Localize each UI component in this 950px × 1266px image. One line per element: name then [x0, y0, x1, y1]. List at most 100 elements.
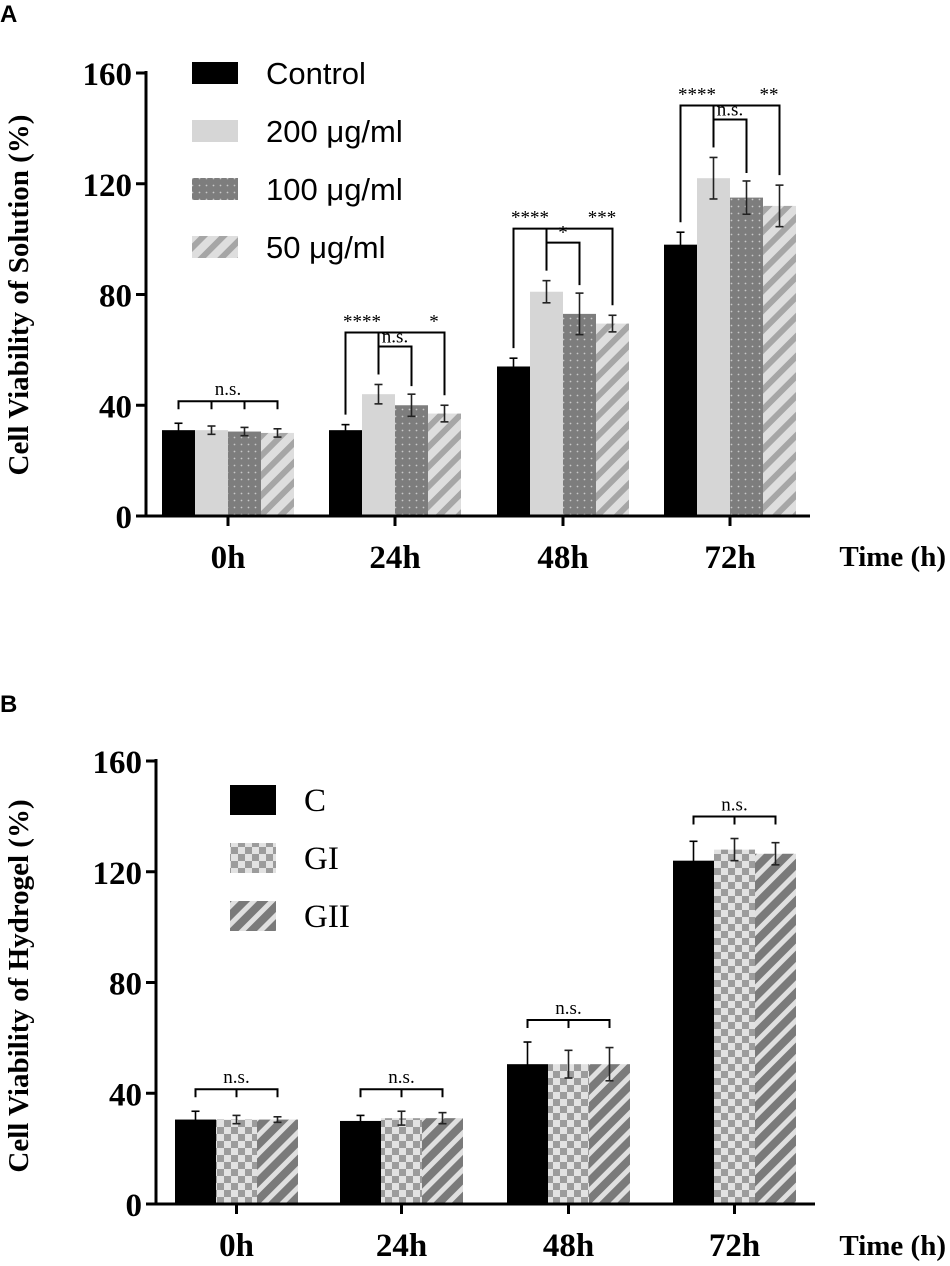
bar-checkered-48h	[548, 1064, 589, 1204]
panel-b-letter: B	[0, 691, 17, 718]
panel-b-x-axis-label: Time (h)	[839, 1230, 946, 1262]
significance-label-right: *	[429, 311, 439, 332]
panel-b-significance: n.s. n.s. n.s. n.s.	[194, 795, 777, 1098]
bar-solid-black-72h	[664, 244, 697, 516]
legend-label: 200 μg/ml	[266, 114, 403, 149]
panel-b-axes	[154, 759, 815, 1206]
bar-gray-dotted-24h	[395, 405, 428, 516]
legend-swatch-solid-black	[230, 785, 276, 815]
bar-gray-dotted-48h	[563, 313, 596, 516]
significance-bracket-outer	[512, 227, 614, 349]
legend-label: Control	[266, 56, 366, 91]
legend-label: GII	[304, 899, 350, 935]
bar-solid-black-0h	[162, 430, 195, 516]
y-tick-label: 40	[99, 389, 132, 425]
panel-a-axes	[144, 71, 810, 518]
significance-label: n.s.	[555, 998, 581, 1019]
legend-swatch-solid-black	[192, 62, 238, 84]
y-tick-label: 0	[116, 500, 133, 536]
bar-solid-black-24h	[329, 430, 362, 516]
bar-solid-black-24h	[340, 1120, 381, 1204]
y-tick-label: 160	[93, 745, 143, 781]
panel-a-legend: Control 200 μg/ml 100 μg/ml 50 μg/ml	[192, 56, 403, 265]
significance-label-left: ****	[678, 84, 716, 105]
significance-label-center: n.s.	[717, 99, 743, 120]
panel-b-y-ticks: 0 40 80 120 160	[93, 745, 156, 1224]
significance-label-left: ****	[343, 311, 381, 332]
significance-label: n.s.	[388, 1067, 414, 1088]
y-tick-label: 120	[93, 856, 143, 892]
legend-swatch-light-gray	[192, 120, 238, 142]
panel-b-y-axis-label: Cell Viability of Hydrogel (%)	[3, 799, 35, 1172]
significance-label: n.s.	[223, 1067, 249, 1088]
legend-swatch-light-gray-striped	[192, 236, 238, 258]
panel-a-significance: n.s.****n.s.*************n.s.**	[177, 84, 781, 415]
bar-gray-dotted-72h	[730, 197, 763, 516]
y-tick-label: 0	[126, 1188, 143, 1224]
significance-label: n.s.	[721, 795, 747, 816]
y-tick-label: 120	[83, 168, 133, 204]
legend-label: 50 μg/ml	[266, 230, 386, 265]
legend-label: 100 μg/ml	[266, 172, 403, 207]
bar-light-gray-72h	[697, 178, 730, 516]
bar-gray-striped-72h	[755, 853, 796, 1204]
legend-swatch-gray-dotted	[192, 178, 238, 200]
significance-label: n.s.	[215, 379, 241, 400]
panel-a-letter: A	[0, 1, 17, 28]
bar-solid-black-48h	[497, 366, 530, 516]
y-tick-label: 160	[83, 57, 133, 93]
significance-label-center: *	[558, 223, 568, 244]
panel-a-y-ticks: 0 40 80 120 160	[83, 57, 146, 536]
bar-light-gray-striped-48h	[596, 323, 629, 516]
bar-light-gray-striped-0h	[261, 432, 294, 516]
bar-solid-black-72h	[673, 860, 714, 1204]
bar-light-gray-0h	[195, 430, 228, 516]
bar-checkered-24h	[381, 1118, 422, 1204]
significance-label-right: **	[760, 84, 779, 105]
significance-label-right: ***	[588, 208, 617, 229]
bar-checkered-0h	[216, 1119, 257, 1204]
x-tick-label: 24h	[369, 540, 420, 576]
panel-a-y-axis-label: Cell Viability of Solution (%)	[3, 115, 35, 476]
panel-b-bars	[175, 837, 796, 1204]
panel-b-chart: B Cell Viability of Hydrogel (%) 0 40 80 12…	[0, 691, 946, 1264]
legend-label: GI	[304, 841, 339, 877]
x-tick-label: 48h	[537, 540, 588, 576]
significance-bracket-inner	[713, 118, 748, 173]
legend-swatch-checkered	[230, 843, 276, 873]
x-tick-label: 24h	[376, 1228, 427, 1264]
y-tick-label: 80	[99, 279, 132, 315]
significance-label-left: ****	[511, 208, 549, 229]
panel-a-x-axis-label: Time (h)	[839, 541, 946, 573]
bar-light-gray-48h	[530, 291, 563, 516]
bar-light-gray-24h	[362, 394, 395, 516]
legend-label: C	[304, 783, 326, 819]
y-tick-label: 40	[109, 1077, 142, 1113]
x-tick-label: 0h	[211, 540, 246, 576]
panel-b-legend: C GI GII	[230, 783, 350, 935]
bar-gray-striped-24h	[422, 1118, 463, 1204]
legend-swatch-gray-striped	[230, 901, 276, 931]
significance-label-center: n.s.	[382, 326, 408, 347]
bar-checkered-72h	[714, 849, 755, 1204]
x-tick-label: 72h	[704, 540, 755, 576]
significance-bracket-inner	[546, 241, 581, 286]
significance-bracket	[177, 400, 279, 410]
significance-bracket-inner	[378, 345, 413, 387]
y-tick-label: 80	[109, 967, 142, 1003]
bar-light-gray-striped-72h	[763, 205, 796, 516]
panel-b-x-ticks: 0h 24h 48h 72h	[219, 1204, 760, 1264]
panel-a-x-ticks: 0h 24h 48h 72h	[211, 516, 756, 576]
panel-a-chart: A Cell Viability of Solution (%) 0 40 80 12…	[0, 1, 946, 576]
x-tick-label: 48h	[543, 1228, 594, 1264]
bar-gray-dotted-0h	[228, 431, 261, 516]
bar-light-gray-striped-24h	[428, 413, 461, 516]
x-tick-label: 72h	[709, 1228, 760, 1264]
significance-bracket-outer	[344, 331, 446, 415]
significance-bracket-outer	[679, 104, 781, 223]
bar-gray-striped-48h	[589, 1064, 630, 1204]
bar-gray-striped-0h	[257, 1119, 298, 1204]
x-tick-label: 0h	[219, 1228, 254, 1264]
panel-a-bars	[162, 156, 796, 516]
